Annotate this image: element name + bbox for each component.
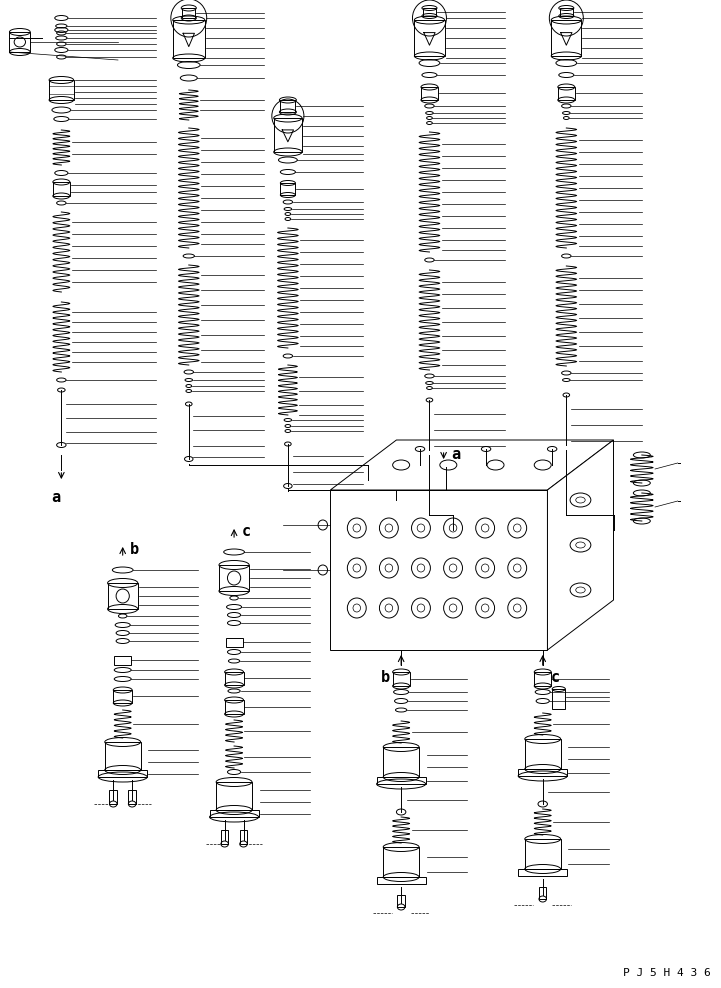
Bar [330,490,547,650]
Bar [107,583,138,609]
Bar [525,839,561,869]
Bar [393,672,410,686]
Bar [49,80,74,100]
Bar [225,672,244,685]
Text: b: b [381,670,389,685]
Bar [226,638,242,647]
Bar [280,100,296,112]
Bar [274,118,302,152]
Bar [397,895,405,907]
Bar [9,32,30,52]
Polygon shape [547,440,614,650]
Bar [128,790,136,804]
Bar [210,810,259,817]
Polygon shape [330,440,614,490]
Bar [114,656,131,665]
Bar [221,830,229,844]
Bar [383,747,419,777]
Bar [518,769,567,776]
Bar [376,877,425,884]
Bar [383,847,419,877]
Bar [216,782,252,810]
Text: P J 5 H 4 3 6: P J 5 H 4 3 6 [623,968,711,978]
Text: c: c [242,524,251,539]
Bar [240,830,247,844]
Bar [423,8,436,16]
Bar [98,770,147,777]
Bar [182,8,195,18]
Bar [113,690,132,703]
Bar [539,887,547,899]
Bar [376,777,425,784]
Bar [280,183,296,195]
Bar [552,20,581,56]
Bar [225,700,244,714]
Bar [552,689,565,709]
Bar [110,790,117,804]
Text: b: b [131,542,139,557]
Bar [534,672,552,686]
Bar [53,182,70,196]
Text: a: a [51,490,61,505]
Text: c: c [550,670,559,685]
Bar [558,87,575,100]
Text: a: a [451,447,460,462]
Bar [415,20,445,56]
Bar [173,20,205,58]
Bar [421,87,438,100]
Bar [219,565,249,591]
Bar [518,869,567,876]
Bar [559,8,573,16]
Bar [105,742,141,770]
Bar [525,739,561,769]
